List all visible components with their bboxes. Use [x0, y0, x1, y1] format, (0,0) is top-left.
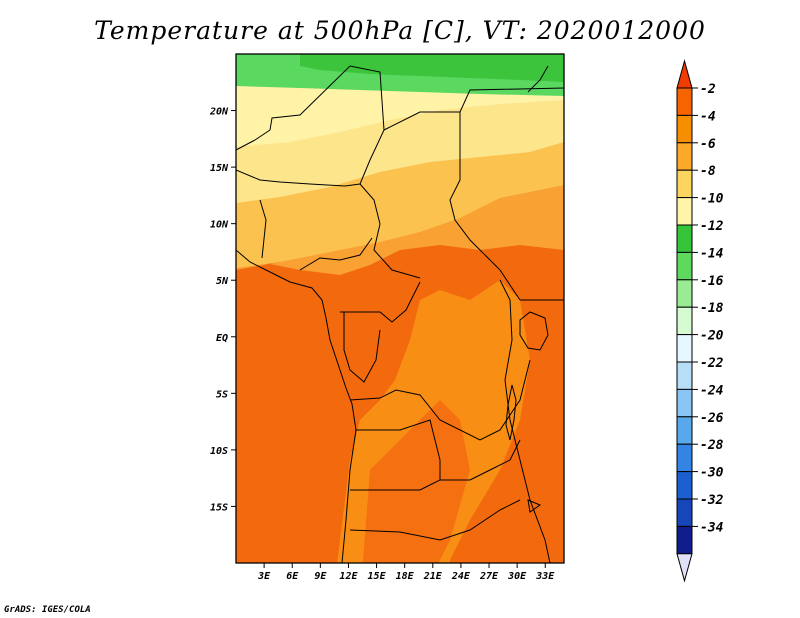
colorbar-label: -22 [700, 356, 724, 371]
colorbar-label: -10 [700, 192, 724, 207]
x-tick-label: 15E [368, 571, 387, 582]
colorbar-swatch [676, 279, 693, 308]
border-line [349, 499, 521, 541]
colorbar-swatch [676, 224, 693, 253]
x-tick-label: 24E [451, 571, 471, 582]
lake-outline [505, 384, 517, 441]
colorbar-label: -6 [700, 137, 716, 152]
border-line [236, 169, 361, 187]
border-line [499, 279, 551, 563]
colorbar-swatch [676, 498, 693, 527]
colorbar-swatch [676, 525, 693, 555]
country-borders [236, 65, 564, 563]
colorbar-swatch [676, 142, 693, 171]
coastline-west [236, 249, 357, 563]
grads-credit: GrADS: IGES/COLA [4, 605, 91, 615]
x-tick-label: 9E [314, 571, 327, 582]
colorbar-swatch [676, 87, 693, 116]
colorbar-swatch [676, 361, 693, 390]
colorbar-label: -32 [700, 493, 724, 508]
colorbar-swatch [676, 251, 693, 281]
colorbar-label: -24 [700, 383, 724, 398]
page-title: Temperature at 500hPa [C], VT: 202001200… [94, 16, 706, 45]
border-line [259, 199, 267, 259]
y-tick-label: 15N [210, 163, 229, 174]
colorbar-label: -16 [700, 274, 724, 289]
x-tick-label: 12E [339, 571, 358, 582]
colorbar-label: -12 [700, 219, 724, 234]
temperature-map [236, 54, 564, 563]
colorbar-label: -26 [700, 411, 724, 426]
colorbar-swatch [676, 114, 693, 144]
colorbar-swatch [676, 197, 693, 226]
colorbar-swatch [676, 334, 693, 363]
border-line [383, 111, 460, 131]
colorbar-swatch [676, 443, 693, 473]
fill-north-band [236, 140, 564, 268]
x-tick-label: 21E [423, 571, 443, 582]
coastline-east [527, 65, 549, 93]
colorbar-swatch [676, 169, 693, 199]
colorbar-label: -14 [700, 246, 724, 261]
border-line [459, 87, 564, 113]
lake-outline [527, 499, 542, 513]
border-line [350, 419, 441, 491]
x-tick-label: 27E [479, 571, 499, 582]
colorbar-top-arrow [676, 59, 693, 89]
fill-sahara [236, 84, 564, 147]
border-line [449, 112, 521, 301]
x-tick-label: 33E [535, 571, 555, 582]
colorbar-label: -20 [700, 329, 724, 344]
fill-green-dark-band [300, 54, 564, 82]
lake-outline [519, 311, 549, 351]
y-tick-label: 5S [216, 389, 228, 400]
colorbar-label: -18 [700, 301, 724, 316]
y-axis: 20N 15N 10N 5N EQ 5S 10S 15S [209, 107, 236, 513]
colorbar-label: -34 [700, 520, 724, 535]
y-tick-label: 10N [210, 220, 229, 231]
colorbar-label: -30 [700, 466, 724, 481]
border-line [440, 439, 521, 481]
border-line [299, 237, 373, 271]
colorbar-label: -4 [700, 109, 716, 124]
border-line [349, 359, 531, 441]
fill-sahel [236, 98, 564, 203]
y-tick-label: 15S [210, 502, 228, 513]
y-tick-label: 10S [210, 446, 228, 457]
x-tick-label: 18E [396, 571, 415, 582]
border-line [340, 281, 421, 323]
x-tick-label: 3E [257, 571, 271, 582]
y-tick-label: 20N [209, 107, 229, 118]
colorbar-label: -2 [700, 82, 716, 97]
colorbar-swatch [676, 471, 693, 500]
colorbar-label: -8 [700, 164, 716, 179]
colorbar-swatch [676, 416, 693, 445]
colorbar-label: -28 [700, 438, 724, 453]
y-tick-label: 5N [216, 276, 229, 287]
map-frame [235, 53, 565, 564]
colorbar-legend: -2 -4 -6 -8 -10 -12 -14 -16 -18 -20 -22 -24 -26 -28 -3… [676, 59, 724, 583]
y-tick-label: EQ [216, 333, 228, 344]
colorbar-bottom-arrow [676, 553, 693, 583]
x-tick-label: 30E [507, 571, 527, 582]
colorbar-swatch [676, 306, 693, 336]
colorbar-swatch [676, 388, 693, 418]
fill-deep-core [362, 400, 470, 563]
x-tick-label: 6E [286, 571, 299, 582]
x-axis: 3E 6E 9E 12E 15E 18E 21E 24E 27E 30E 33E [257, 563, 555, 582]
border-line [343, 312, 381, 383]
